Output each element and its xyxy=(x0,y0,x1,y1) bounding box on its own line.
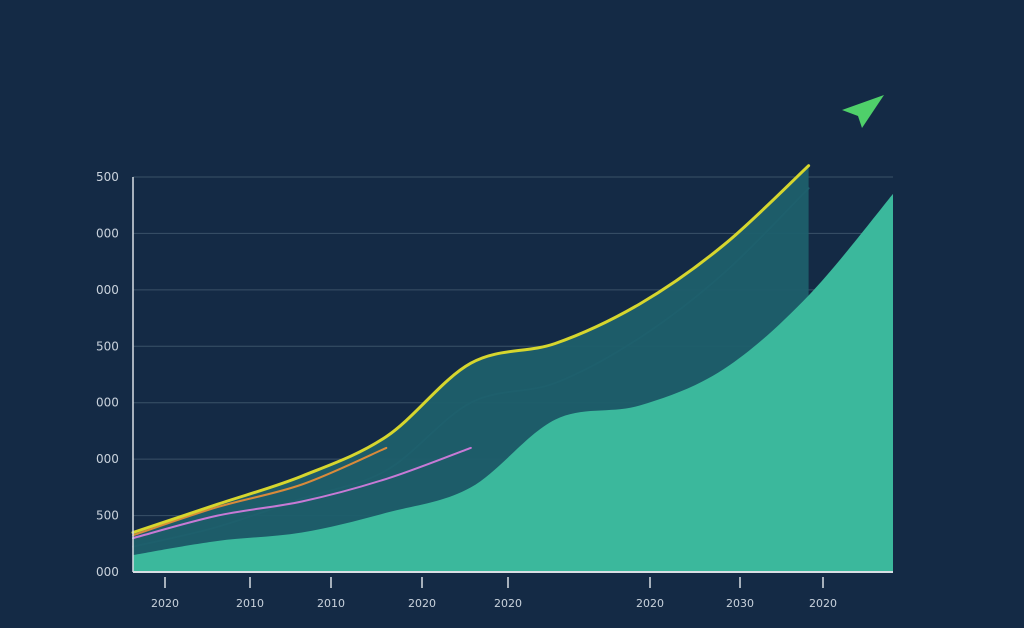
x-tick-label: 2020 xyxy=(809,597,837,610)
y-tick-labels: 500 000 000 500 000 000 500 000 xyxy=(96,170,119,579)
trend-arrow-icon xyxy=(842,95,884,128)
y-tick-label: 000 xyxy=(96,452,119,466)
x-tick-label: 2010 xyxy=(236,597,264,610)
x-tick-label: 2030 xyxy=(726,597,754,610)
y-tick-label: 000 xyxy=(96,283,119,297)
series-line xyxy=(132,446,472,540)
y-tick-label: 500 xyxy=(96,170,119,184)
y-tick-label: 000 xyxy=(96,565,119,579)
y-tick-label: 000 xyxy=(96,396,119,410)
x-tick-label: 2020 xyxy=(494,597,522,610)
area-fill xyxy=(133,193,893,572)
x-tick-label: 2020 xyxy=(151,597,179,610)
series-line xyxy=(132,446,388,537)
y-tick-label: 500 xyxy=(96,339,119,353)
series-line xyxy=(131,164,811,534)
series-line xyxy=(132,187,810,548)
x-tick-label: 2010 xyxy=(317,597,345,610)
x-tick-label: 2020 xyxy=(408,597,436,610)
y-tick-label: 000 xyxy=(96,226,119,240)
x-tick-label: 2020 xyxy=(636,597,664,610)
y-tick-label: 500 xyxy=(96,509,119,523)
x-tick-labels: 2020 2010 2010 2020 2020 2020 2030 2020 xyxy=(151,577,837,610)
area-layers xyxy=(133,165,893,572)
series-lines xyxy=(131,164,811,548)
